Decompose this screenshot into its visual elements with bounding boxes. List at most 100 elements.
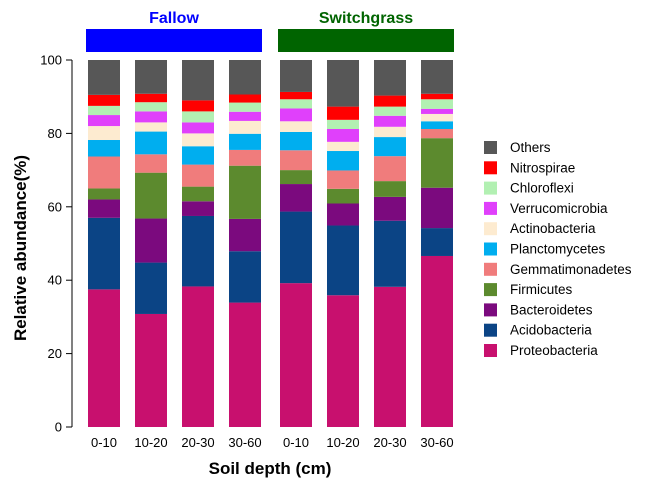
x-tick-label: 30-60 [228, 435, 261, 450]
bar-stack-6 [327, 60, 359, 427]
bar-segment-firmicutes [374, 181, 406, 197]
legend-label: Firmicutes [510, 282, 573, 297]
legend-item-bacteroidetes: Bacteroidetes [484, 302, 593, 317]
bar-stack-2 [135, 60, 167, 427]
legend-item-verrucomicrobia: Verrucomicrobia [484, 201, 608, 216]
legend: Others Nitrospirae Chloroflexi Verrucomicro… [484, 140, 632, 358]
bar-segment-verrucomicrobia [182, 122, 214, 134]
bar-segment-nitrospirae [182, 100, 214, 112]
bar-segment-verrucomicrobia [327, 128, 359, 142]
bar-segment-firmicutes [421, 138, 453, 188]
x-tick-label: 0-10 [91, 435, 117, 450]
bar-segment-acidobacteria [182, 215, 214, 287]
bar-segment-proteobacteria [374, 286, 406, 427]
legend-swatch [484, 141, 497, 154]
legend-swatch [484, 161, 497, 175]
bar-segment-actinobacteria [280, 121, 312, 132]
bar-segment-gemmatimonadetes [88, 156, 120, 189]
bar-segment-acidobacteria [421, 228, 453, 256]
bar-segment-gemmatimonadetes [374, 156, 406, 182]
bar-segment-bacteroidetes [135, 218, 167, 263]
legend-swatch [484, 344, 497, 357]
bar-segment-bacteroidetes [374, 196, 406, 221]
legend-label: Planctomycetes [510, 242, 606, 257]
group-bar-fallow [86, 29, 262, 52]
bar-stack-7 [374, 60, 406, 427]
bar-segment-gemmatimonadetes [182, 164, 214, 187]
bar-segment-actinobacteria [327, 141, 359, 152]
bar-segment-proteobacteria [327, 295, 359, 427]
bar-segment-planctomycetes [88, 140, 120, 157]
group-label-switchgrass: Switchgrass [319, 10, 413, 27]
bar-segment-gemmatimonadetes [327, 170, 359, 189]
x-axis-title: Soil depth (cm) [209, 459, 332, 478]
legend-label: Actinobacteria [510, 221, 596, 236]
bar-segment-nitrospirae [421, 93, 453, 100]
bar-segment-firmicutes [280, 170, 312, 185]
bar-segment-bacteroidetes [88, 199, 120, 218]
x-tick-label: 30-60 [420, 435, 453, 450]
bar-segment-verrucomicrobia [135, 111, 167, 123]
bar-segment-acidobacteria [374, 220, 406, 287]
bar-segment-actinobacteria [88, 126, 120, 141]
bar-segment-planctomycetes [374, 137, 406, 157]
bar-segment-others [135, 60, 167, 94]
legend-item-chloroflexi: Chloroflexi [484, 181, 574, 196]
bar-segment-planctomycetes [229, 133, 261, 150]
group-headers: Fallow Switchgrass [86, 10, 454, 52]
bar-segment-bacteroidetes [280, 184, 312, 212]
bar-segment-planctomycetes [327, 151, 359, 171]
legend-swatch [484, 181, 497, 195]
bar-segment-gemmatimonadetes [280, 150, 312, 171]
bar-stack-4 [229, 60, 261, 427]
bar-segment-actinobacteria [421, 113, 453, 122]
bar-segment-others [374, 60, 406, 96]
bar-segment-bacteroidetes [182, 201, 214, 216]
bar-segment-acidobacteria [327, 225, 359, 296]
bar-segment-verrucomicrobia [421, 108, 453, 114]
y-tick-label: 0 [55, 420, 62, 435]
bar-segment-proteobacteria [182, 286, 214, 427]
bar-segment-chloroflexi [182, 111, 214, 123]
x-tick-label: 0-10 [283, 435, 309, 450]
legend-swatch [484, 222, 497, 236]
y-tick-label: 60 [48, 199, 62, 214]
bar-segment-chloroflexi [229, 102, 261, 112]
bar-segment-bacteroidetes [229, 218, 261, 252]
bar-segment-others [88, 60, 120, 95]
bar-segment-gemmatimonadetes [135, 154, 167, 173]
bar-segment-nitrospirae [229, 94, 261, 103]
bar-segment-acidobacteria [280, 211, 312, 284]
bar-segment-actinobacteria [135, 122, 167, 132]
bar-segment-actinobacteria [374, 126, 406, 138]
bar-segment-verrucomicrobia [280, 108, 312, 122]
bar-segment-firmicutes [327, 188, 359, 204]
bar-stack-5 [280, 60, 312, 427]
y-tick-label: 20 [48, 346, 62, 361]
bar-segment-planctomycetes [135, 131, 167, 155]
y-tick-label: 40 [48, 273, 62, 288]
legend-item-acidobacteria: Acidobacteria [484, 323, 592, 338]
legend-label: Verrucomicrobia [510, 201, 608, 216]
legend-item-others: Others [484, 140, 551, 155]
legend-swatch [484, 283, 497, 297]
bar-segment-others [229, 60, 261, 95]
bar-segment-actinobacteria [229, 120, 261, 134]
bar-segment-others [280, 60, 312, 92]
x-tick-label: 20-30 [373, 435, 406, 450]
legend-label: Chloroflexi [510, 181, 574, 196]
bar-segment-firmicutes [182, 186, 214, 202]
legend-swatch [484, 323, 497, 337]
bar-segment-chloroflexi [280, 99, 312, 109]
bar-segment-firmicutes [135, 172, 167, 219]
legend-item-firmicutes: Firmicutes [484, 282, 573, 297]
bar-segment-planctomycetes [280, 131, 312, 151]
bar-segment-verrucomicrobia [88, 115, 120, 127]
bar-segment-proteobacteria [229, 302, 261, 427]
bar-segment-gemmatimonadetes [421, 128, 453, 139]
bar-segment-bacteroidetes [421, 187, 453, 229]
legend-label: Bacteroidetes [510, 302, 593, 317]
bar-segment-bacteroidetes [327, 203, 359, 226]
bar-segment-nitrospirae [280, 91, 312, 100]
